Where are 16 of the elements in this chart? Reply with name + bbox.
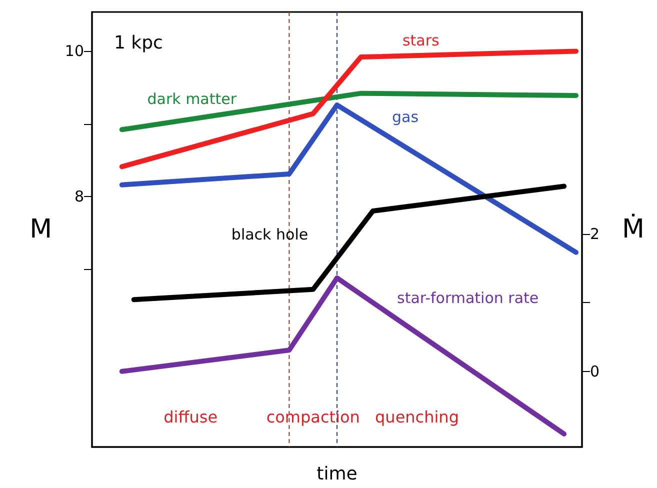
annotation: compaction <box>266 408 360 426</box>
annotation: diffuse <box>164 408 218 426</box>
series-label: dark matter <box>147 90 238 108</box>
series-label: star-formation rate <box>397 288 539 307</box>
x-axis-title: time <box>316 464 358 484</box>
series-label: stars <box>402 32 440 50</box>
y-tick-label: 10 <box>64 42 84 60</box>
text: black hole <box>231 225 308 244</box>
y2-tick-label: 2 <box>590 224 600 243</box>
y2-axis-title: Ṁ <box>622 214 644 244</box>
y2-tick-label: 0 <box>590 362 600 380</box>
annotation: quenching <box>375 408 459 426</box>
y-tick-label: 8 <box>74 187 84 206</box>
annotation: 1 kpc <box>114 32 163 54</box>
y-axis-title: M <box>30 214 52 244</box>
series-label: gas <box>392 108 419 126</box>
